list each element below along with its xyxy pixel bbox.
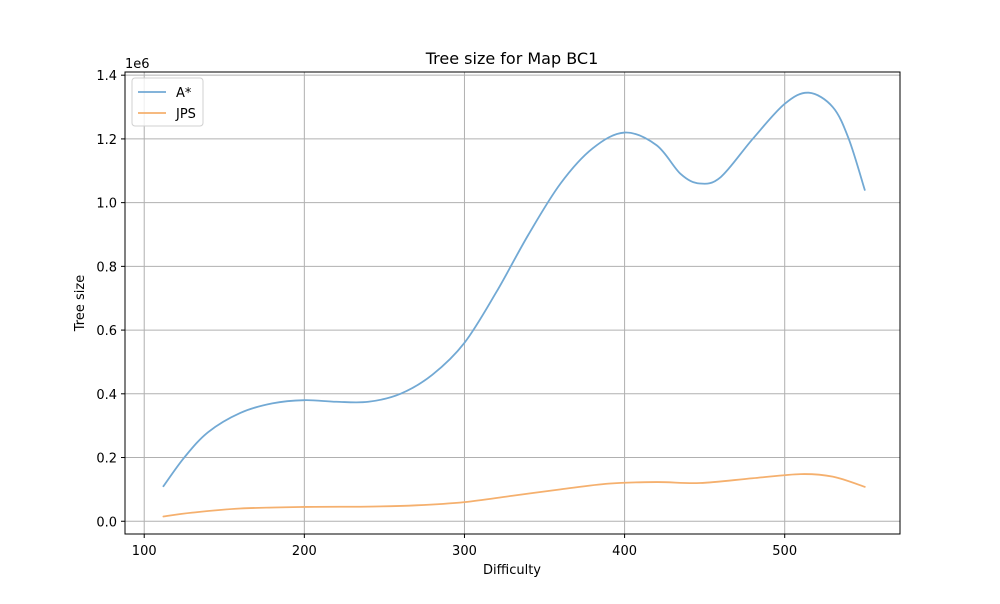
x-axis-label: Difficulty xyxy=(483,563,541,578)
tick-layer: 100 200 300 400 500 0.0 0.2 0.4 0.6 0.8 1.0 1.2 1.4 xyxy=(96,69,797,559)
series-line-a xyxy=(162,91,866,488)
y-tick-label: 1.2 xyxy=(96,133,117,148)
x-tick-label: 100 xyxy=(132,544,157,559)
y-axis-label: Tree size xyxy=(73,275,88,332)
x-tick-label: 500 xyxy=(772,544,797,559)
y-tick-label: 0.0 xyxy=(96,515,117,530)
series-layer xyxy=(162,91,866,518)
y-tick-label: 1.4 xyxy=(96,69,117,84)
x-tick-label: 200 xyxy=(292,544,317,559)
y-tick-label: 0.4 xyxy=(96,388,117,403)
legend-box xyxy=(131,77,204,127)
y-tick-label: 1.0 xyxy=(96,197,117,212)
y-tick-label: 0.8 xyxy=(96,260,117,275)
y-tick-label: 0.6 xyxy=(96,324,117,339)
legend-items: A* JPS xyxy=(138,86,196,122)
plot-frame xyxy=(124,71,901,535)
y-tick-label: 0.2 xyxy=(96,452,117,467)
x-tick-label: 300 xyxy=(452,544,477,559)
legend-label-jps: JPS xyxy=(175,107,196,122)
legend: A* JPS xyxy=(131,77,204,127)
chart-title: Tree size for Map BC1 xyxy=(425,49,599,68)
legend-label-a: A* xyxy=(176,86,192,101)
y-offset-label: 1e6 xyxy=(125,57,150,72)
x-tick-label: 400 xyxy=(612,544,637,559)
grid-layer xyxy=(125,72,900,534)
series-line-jps xyxy=(162,473,866,518)
